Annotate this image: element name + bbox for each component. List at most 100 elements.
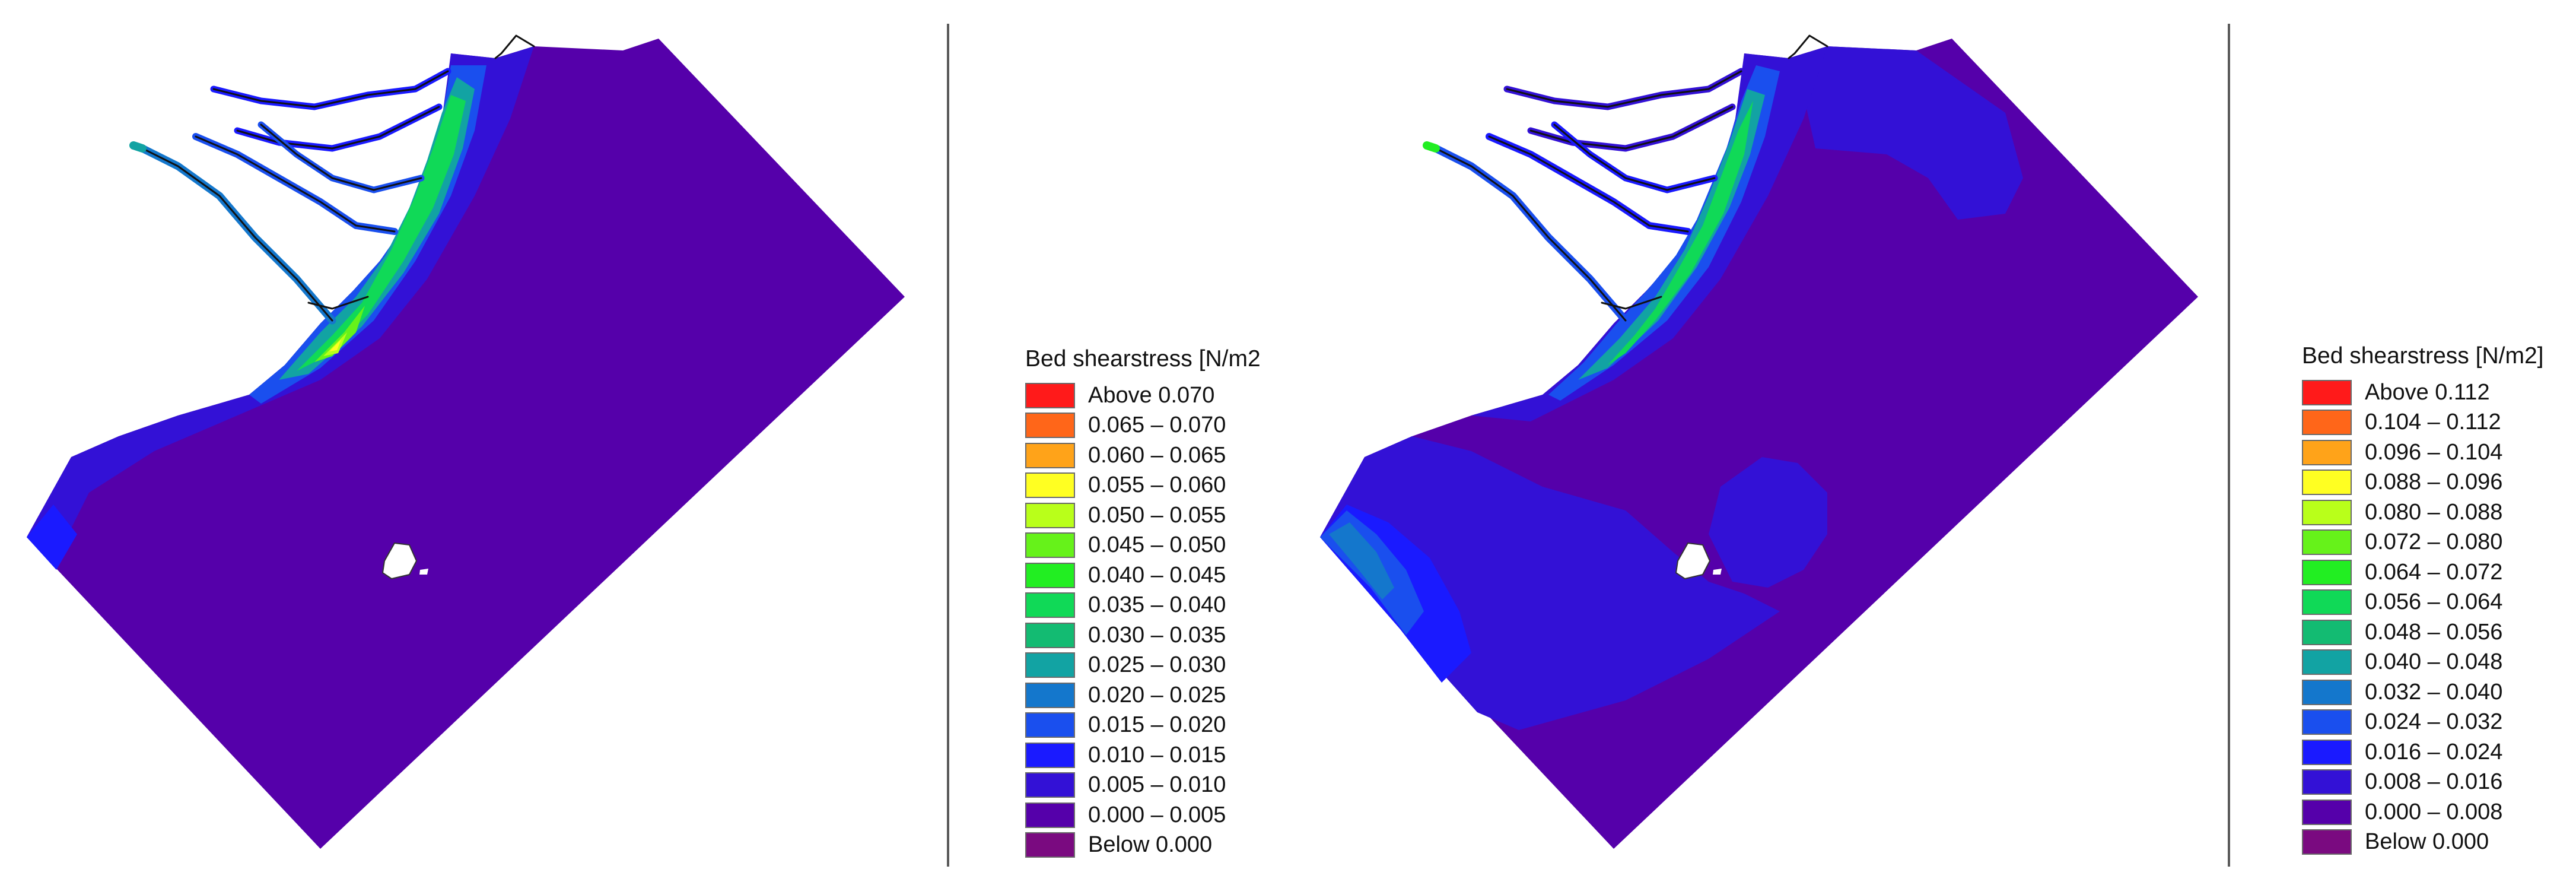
left-legend-swatch — [1025, 832, 1075, 858]
right-legend-label: 0.048 – 0.056 — [2365, 619, 2503, 645]
left-map-zone-035-040 — [297, 95, 466, 371]
left-legend-label: 0.040 – 0.045 — [1088, 562, 1226, 588]
right-legend-label: 0.104 – 0.112 — [2365, 410, 2501, 435]
left-map-zone-west-corner — [27, 505, 77, 570]
right-legend-swatch — [2302, 739, 2352, 765]
right-legend-label: 0.016 – 0.024 — [2365, 739, 2503, 765]
left-legend-label: 0.020 – 0.025 — [1088, 682, 1226, 708]
right-legend-label: Below 0.000 — [2365, 829, 2489, 855]
left-legend-label: 0.060 – 0.065 — [1088, 442, 1226, 468]
left-legend-entries: Above 0.070 0.065 – 0.070 0.060 – 0.065 0.0… — [1025, 380, 1261, 860]
right-legend-swatch — [2302, 799, 2352, 825]
right-legend-row: 0.032 – 0.040 — [2302, 677, 2543, 708]
left-legend-label: 0.055 – 0.060 — [1088, 472, 1226, 498]
left-legend-row: 0.035 – 0.040 — [1025, 591, 1261, 621]
right-legend-label: 0.024 – 0.032 — [2365, 709, 2503, 735]
right-legend-swatch — [2302, 529, 2352, 556]
right-shear-map — [1320, 34, 2198, 849]
left-legend-swatch — [1025, 802, 1075, 828]
right-legend-label: 0.072 – 0.080 — [2365, 529, 2503, 555]
right-legend-entries: Above 0.112 0.104 – 0.112 0.096 – 0.104 0.0… — [2302, 378, 2543, 857]
left-legend-row: 0.010 – 0.015 — [1025, 740, 1261, 770]
left-legend-swatch — [1025, 532, 1075, 559]
left-map-domain — [27, 39, 905, 849]
right-legend-label: 0.032 – 0.040 — [2365, 679, 2503, 705]
left-legend-swatch — [1025, 382, 1075, 408]
left-legend-label: 0.030 – 0.035 — [1088, 622, 1226, 648]
right-legend-label: 0.064 – 0.072 — [2365, 559, 2503, 585]
left-legend-title: Bed shearstress [N/m2 — [1025, 346, 1261, 372]
left-legend-label: 0.005 – 0.010 — [1088, 772, 1226, 798]
left-legend-label: 0.015 – 0.020 — [1088, 712, 1226, 738]
left-legend-swatch — [1025, 742, 1075, 768]
left-legend-row: 0.000 – 0.005 — [1025, 800, 1261, 830]
left-legend-label: 0.035 – 0.040 — [1088, 592, 1226, 618]
left-legend-label: 0.025 – 0.030 — [1088, 652, 1226, 678]
right-legend-row: 0.000 – 0.008 — [2302, 797, 2543, 827]
right-map-river-channels — [1423, 34, 1828, 325]
left-legend-swatch — [1025, 472, 1075, 499]
right-legend-swatch — [2302, 589, 2352, 616]
left-legend-label: 0.050 – 0.055 — [1088, 502, 1226, 528]
right-legend-swatch — [2302, 649, 2352, 675]
right-legend-row: 0.016 – 0.024 — [2302, 737, 2543, 767]
right-legend-swatch — [2302, 679, 2352, 705]
left-legend-swatch — [1025, 442, 1075, 468]
right-legend-row: Below 0.000 — [2302, 827, 2543, 858]
right-legend-label: 0.008 – 0.016 — [2365, 769, 2503, 795]
left-legend-swatch — [1025, 413, 1075, 439]
left-legend-swatch — [1025, 682, 1075, 708]
left-map-islet — [419, 569, 428, 575]
left-legend-row: Below 0.000 — [1025, 830, 1261, 861]
right-legend-row: 0.080 – 0.088 — [2302, 497, 2543, 528]
right-map-offshore-patch — [1804, 46, 2023, 220]
left-map-river-channels — [129, 34, 535, 325]
left-map-nearshore-band — [27, 46, 534, 564]
right-legend-row: 0.088 – 0.096 — [2302, 468, 2543, 498]
right-legend-row: 0.040 – 0.048 — [2302, 648, 2543, 678]
left-map-zone-055-060 — [329, 340, 341, 351]
right-legend-label: 0.000 – 0.008 — [2365, 799, 2503, 824]
left-legend-swatch — [1025, 562, 1075, 588]
left-legend-row: 0.020 – 0.025 — [1025, 680, 1261, 710]
right-legend-swatch — [2302, 470, 2352, 496]
right-legend-swatch — [2302, 709, 2352, 735]
left-legend-row: 0.025 – 0.030 — [1025, 651, 1261, 681]
right-legend-label: 0.096 – 0.104 — [2365, 439, 2503, 465]
left-legend-swatch — [1025, 592, 1075, 618]
left-legend-row: 0.030 – 0.035 — [1025, 620, 1261, 651]
right-legend-row: 0.104 – 0.112 — [2302, 408, 2543, 438]
left-legend-row: 0.060 – 0.065 — [1025, 440, 1261, 471]
left-legend-row: 0.005 – 0.010 — [1025, 770, 1261, 801]
right-legend-row: 0.072 – 0.080 — [2302, 528, 2543, 558]
left-legend-label: Below 0.000 — [1088, 832, 1213, 858]
left-legend-row: 0.065 – 0.070 — [1025, 411, 1261, 441]
right-legend-row: 0.024 – 0.032 — [2302, 708, 2543, 738]
left-legend: Bed shearstress [N/m2 Above 0.070 0.065 –… — [1025, 346, 1261, 860]
left-map-zone-050-055 — [323, 332, 347, 356]
right-legend-row: 0.064 – 0.072 — [2302, 557, 2543, 588]
right-legend-title: Bed shearstress [N/m2] — [2302, 343, 2544, 369]
left-panel-divider — [947, 24, 949, 867]
right-legend-swatch — [2302, 769, 2352, 795]
left-legend-label: 0.065 – 0.070 — [1088, 413, 1226, 438]
right-legend-label: 0.080 – 0.088 — [2365, 499, 2503, 525]
left-legend-row: 0.050 – 0.055 — [1025, 500, 1261, 531]
right-legend-label: Above 0.112 — [2365, 379, 2490, 405]
right-map-central-patch — [1709, 457, 1827, 588]
left-legend-swatch — [1025, 772, 1075, 798]
left-legend-swatch — [1025, 622, 1075, 648]
left-legend-row: 0.045 – 0.050 — [1025, 531, 1261, 561]
right-legend-swatch — [2302, 379, 2352, 405]
right-legend-row: 0.056 – 0.064 — [2302, 588, 2543, 618]
right-map-island — [1675, 542, 1711, 580]
left-legend-swatch — [1025, 652, 1075, 678]
left-legend-swatch — [1025, 712, 1075, 738]
right-legend-swatch — [2302, 619, 2352, 645]
right-legend-swatch — [2302, 499, 2352, 525]
right-panel-divider — [2228, 24, 2230, 867]
right-legend-swatch — [2302, 410, 2352, 436]
right-legend: Bed shearstress [N/m2] Above 0.112 0.104 … — [2302, 343, 2543, 857]
left-legend-row: 0.040 – 0.045 — [1025, 560, 1261, 591]
right-legend-row: Above 0.112 — [2302, 378, 2543, 408]
